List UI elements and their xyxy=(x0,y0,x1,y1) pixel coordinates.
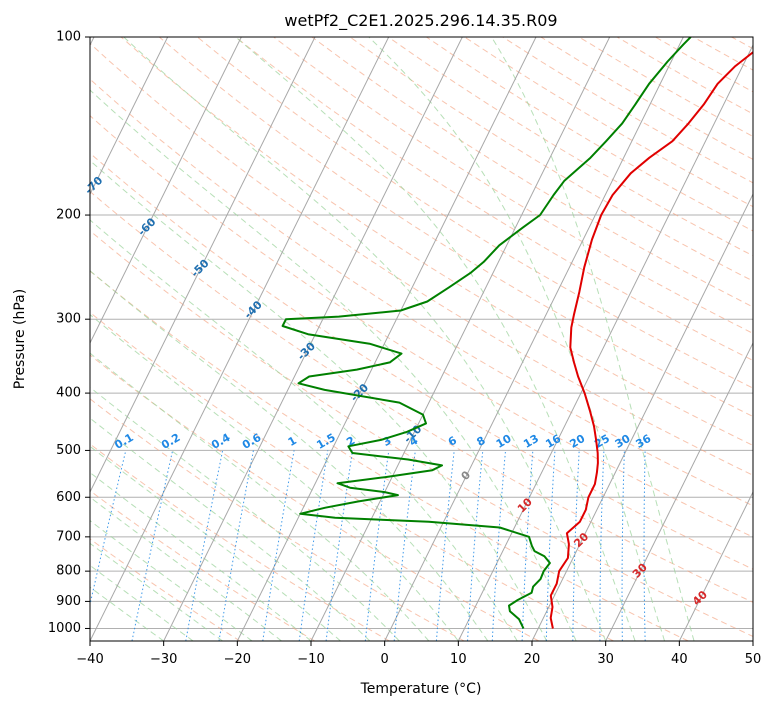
isotherm-line xyxy=(310,37,611,641)
x-tick-label: 30 xyxy=(597,652,614,667)
moist-adiabat-line xyxy=(491,37,695,641)
y-tick-label: 1000 xyxy=(48,621,81,636)
moist-adiabat-line xyxy=(90,520,253,641)
moist-adiabat-line xyxy=(90,542,223,641)
isotherm-line xyxy=(236,37,537,641)
y-tick-label: 600 xyxy=(56,490,81,505)
mixing-ratio-line xyxy=(325,450,354,641)
dry-adiabat-line xyxy=(158,37,753,418)
y-tick-label: 900 xyxy=(56,594,81,609)
isotherm-line xyxy=(752,639,753,641)
y-tick-label: 500 xyxy=(56,443,81,458)
moist-adiabat-line xyxy=(90,386,400,641)
dry-adiabat-line xyxy=(90,311,614,641)
y-axis-ticks: 100 200 300 400 500 600 700 800 900 1000 xyxy=(48,30,90,636)
x-axis-label: Temperature (°C) xyxy=(360,681,482,697)
isotherm-line xyxy=(531,192,753,641)
moist-adiabat-line xyxy=(90,564,194,641)
isotherm-line xyxy=(457,43,753,641)
y-tick-label: 300 xyxy=(56,312,81,327)
isotherm-line xyxy=(163,37,463,641)
isotherm-line xyxy=(605,341,753,641)
moist-adiabat-line xyxy=(368,37,666,641)
x-tick-label: 0 xyxy=(381,652,389,667)
moist-adiabat-line xyxy=(90,445,341,641)
x-tick-label: 50 xyxy=(745,652,762,667)
mixing-ratio-line xyxy=(298,450,329,641)
x-tick-label: −20 xyxy=(224,652,251,667)
isotherm-line xyxy=(384,37,684,641)
y-tick-label: 700 xyxy=(56,529,81,544)
isotherm-line xyxy=(678,490,753,641)
dry-adiabat-line xyxy=(90,152,753,570)
moist-adiabat-line xyxy=(90,471,312,641)
moist-adiabat-line xyxy=(90,159,548,641)
x-tick-label: −10 xyxy=(297,652,324,667)
y-tick-label: 100 xyxy=(56,30,81,45)
y-tick-label: 200 xyxy=(56,208,81,223)
pressure-gridlines xyxy=(90,36,753,629)
moist-adiabat-line xyxy=(90,219,518,641)
isotherm-line xyxy=(90,37,242,345)
isotherm-line xyxy=(90,37,169,196)
dry-adiabat-line xyxy=(770,37,775,641)
temperature-line xyxy=(549,50,753,629)
dry-adiabat-line xyxy=(90,78,753,507)
x-tick-label: 10 xyxy=(450,652,467,667)
dry-adiabat-line xyxy=(90,398,465,641)
dry-adiabat-line xyxy=(120,37,753,447)
moist-adiabat-line xyxy=(90,89,577,641)
isotherm-line xyxy=(90,37,316,494)
moist-adiabat-line xyxy=(90,586,164,641)
background-lines xyxy=(90,37,775,641)
dry-adiabat-line xyxy=(90,270,689,641)
x-tick-label: 20 xyxy=(524,652,541,667)
dry-adiabat-line xyxy=(90,190,753,603)
moist-adiabat-line xyxy=(90,314,459,641)
moist-adiabat-line xyxy=(90,417,371,641)
x-axis-ticks: −40 −30 −20 −10 0 10 20 30 40 50 xyxy=(76,641,761,667)
x-tick-label: −30 xyxy=(150,652,177,667)
x-tick-label: −40 xyxy=(76,652,103,667)
plot-background xyxy=(90,37,753,641)
dry-adiabat-line xyxy=(90,115,753,538)
y-tick-label: 800 xyxy=(56,564,81,579)
dry-adiabat-line xyxy=(90,230,753,638)
mixing-ratio-line xyxy=(364,450,390,641)
plot-frame xyxy=(89,36,754,642)
moist-adiabat-line xyxy=(90,270,489,641)
x-tick-label: 40 xyxy=(671,652,688,667)
mixing-ratio-line xyxy=(90,450,127,607)
moist-adiabat-line xyxy=(235,37,636,641)
mixing-ratio-line xyxy=(393,450,416,641)
dry-adiabat-line xyxy=(273,37,753,334)
y-axis-label: Pressure (hPa) xyxy=(12,289,28,389)
dry-adiabat-line xyxy=(90,443,390,641)
chart-title: wetPf2_C2E1.2025.296.14.35.R09 xyxy=(284,11,557,31)
isotherm-line xyxy=(90,37,390,641)
moist-adiabat-line xyxy=(123,37,607,641)
mixing-ratio-line xyxy=(262,450,295,641)
dewpoint-line xyxy=(281,37,692,629)
y-tick-label: 400 xyxy=(56,386,81,401)
sounding-series xyxy=(281,37,753,629)
dry-adiabat-line xyxy=(311,37,753,308)
